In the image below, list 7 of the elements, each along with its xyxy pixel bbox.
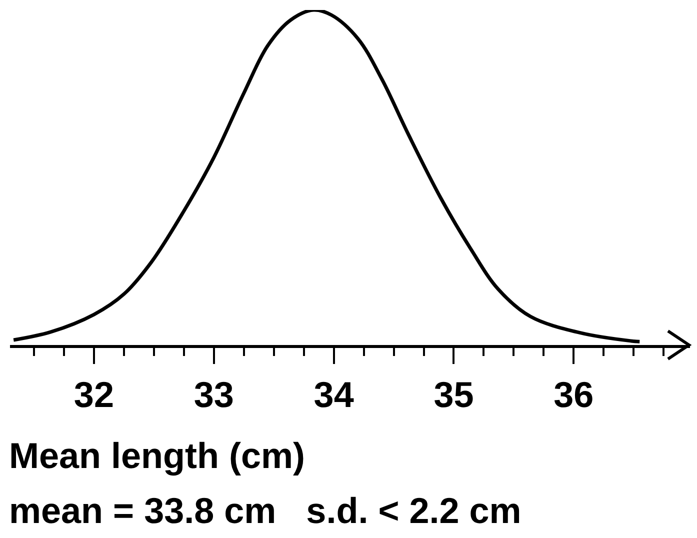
x-axis-title: Mean length (cm) <box>9 435 306 476</box>
x-tick-label: 32 <box>74 374 114 416</box>
text: mean = 33.8 cm s.d. < 2.2 cm <box>9 490 522 531</box>
x-tick-label: 35 <box>434 374 474 416</box>
x-tick-label: 36 <box>554 374 594 416</box>
x-tick-label: 33 <box>194 374 234 416</box>
x-tick-label: 34 <box>314 374 354 416</box>
